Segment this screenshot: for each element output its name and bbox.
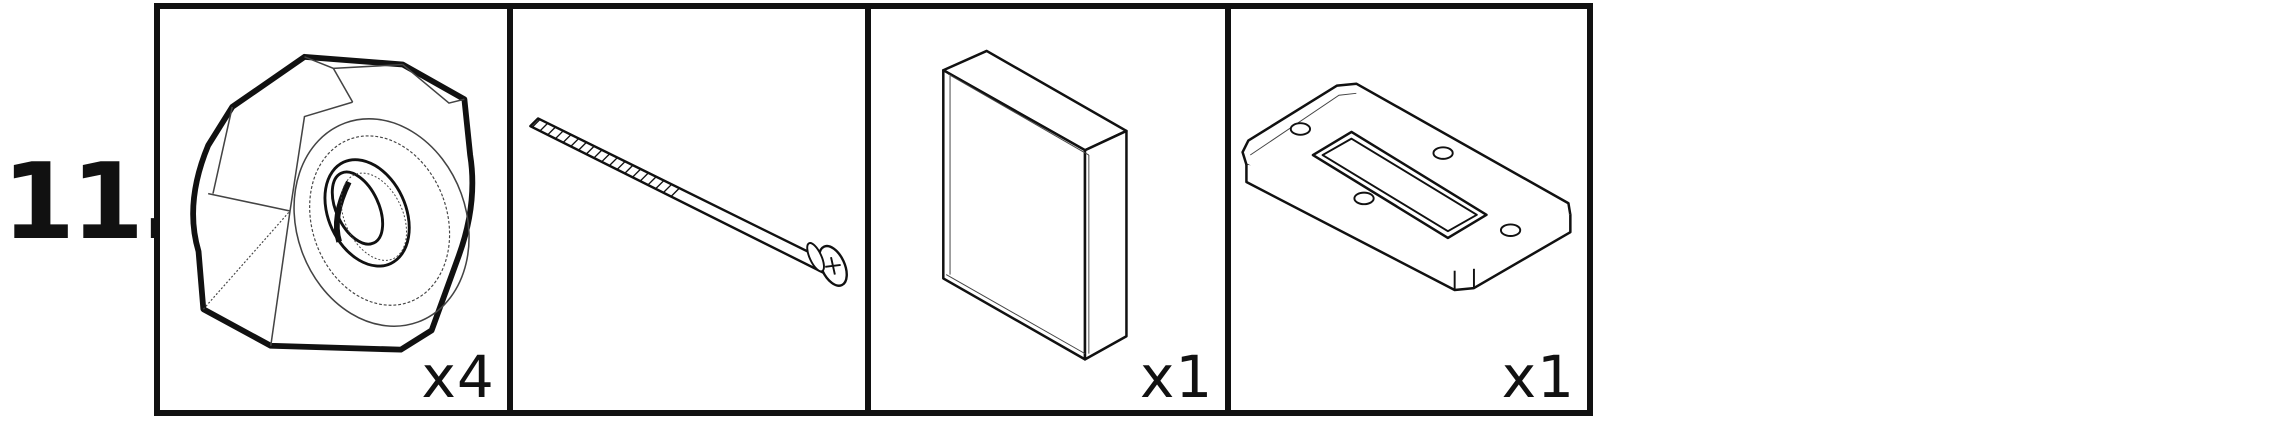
hex-nut-icon — [190, 53, 476, 353]
quantity-label: x1 — [1140, 343, 1214, 411]
part-panel-hex-nut: x4 — [154, 3, 513, 416]
parts-list: x4 — [154, 3, 1593, 416]
part-panel-block: x1 — [864, 3, 1232, 416]
quantity-label: x1 — [1501, 343, 1575, 411]
machine-screw-icon — [528, 117, 848, 287]
step-number: 11. — [2, 141, 180, 263]
quantity-label: x4 — [421, 343, 495, 411]
mounting-plate-icon — [1241, 82, 1572, 292]
rectangular-block-icon — [941, 49, 1128, 361]
part-panel-machine-screw — [506, 3, 871, 416]
part-panel-mounting-plate: x1 — [1225, 3, 1593, 416]
